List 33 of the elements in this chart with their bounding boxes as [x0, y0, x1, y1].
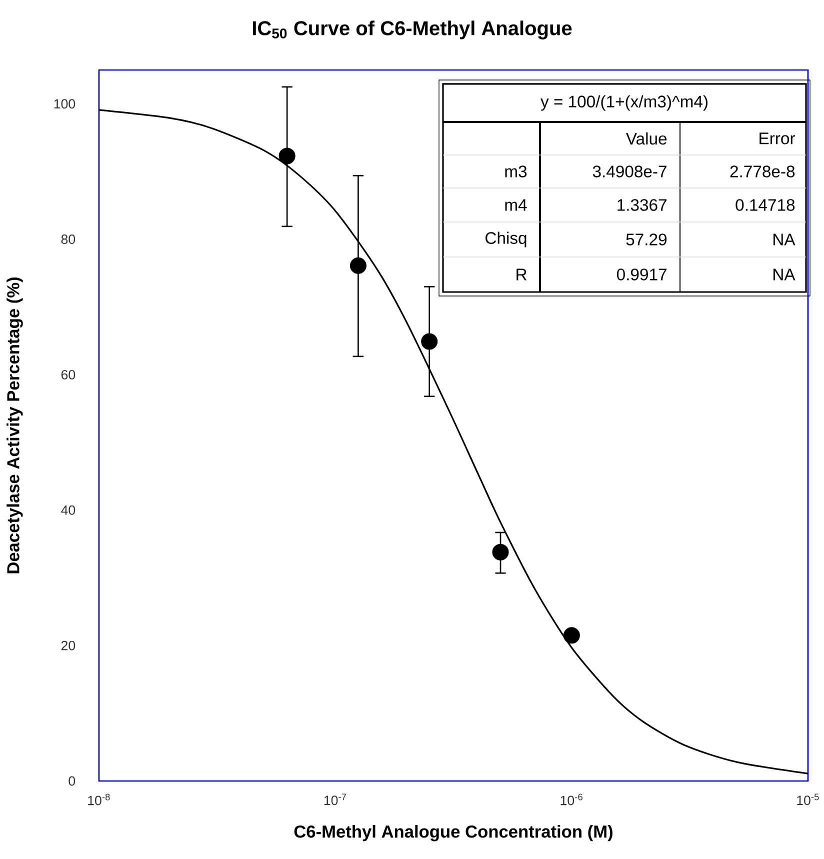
x-axis-title: C6-Methyl Analogue Concentration (M) — [294, 825, 612, 842]
chart-title: IC$_{50}$ Curve of C6-Methyl Analogue — [252, 20, 572, 40]
point — [278, 148, 296, 164]
y-tick-label: 40 — [61, 505, 76, 515]
annotation: 57.29 — [626, 234, 667, 246]
annotation: 2.778e-8 — [730, 166, 795, 178]
annotation: m3 — [505, 166, 527, 178]
annotation: NA — [774, 268, 796, 280]
annotation: Error — [760, 132, 796, 144]
point — [492, 544, 509, 560]
y-tick-label: 100 — [54, 99, 76, 109]
y-tick-label: 20 — [61, 640, 76, 650]
annotation: y = 100/(1+(x/m3)^m4) — [540, 95, 708, 111]
y-tick-label: 60 — [61, 370, 76, 380]
x-tick-label: 10$^{-6}$ — [560, 794, 582, 806]
annotation: m4 — [505, 199, 527, 211]
x-tick-label: 10$^{-8}$ — [88, 794, 110, 806]
annotation: 3.4908e-7 — [592, 166, 666, 178]
annotation: 1.3367 — [618, 199, 666, 211]
x-tick-label: 10$^{-5}$ — [797, 794, 819, 806]
point — [350, 257, 366, 274]
annotation: 0.14718 — [736, 199, 795, 211]
y-axis-title: Deacetylase Activity Percentage (%) — [6, 278, 23, 574]
annotation: NA — [774, 234, 796, 246]
point — [421, 333, 438, 350]
y-tick-label: 80 — [61, 234, 76, 244]
annotation: Value — [626, 132, 667, 145]
point — [563, 627, 580, 644]
y-tick-label: 0 — [68, 776, 76, 786]
annotation: Chisq — [486, 232, 526, 248]
x-tick-label: 10$^{-7}$ — [324, 794, 346, 806]
annotation: R — [516, 268, 527, 280]
annotation: 0.9917 — [616, 268, 666, 280]
